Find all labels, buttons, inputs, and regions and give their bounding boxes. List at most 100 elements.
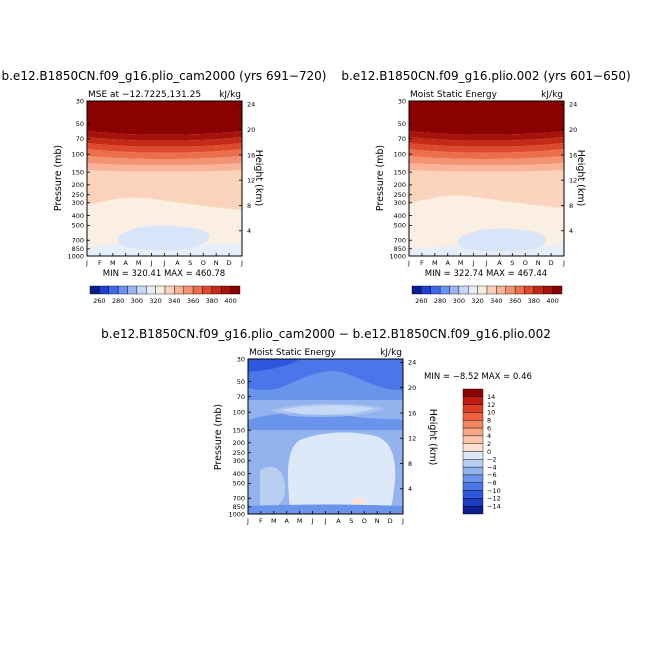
y-tick-label: 50 [76, 120, 84, 128]
colorbar-swatch [99, 285, 109, 295]
x-tick-label: F [259, 517, 263, 525]
panel1-band-380 [87, 143, 242, 153]
colorbar-label: 260 [93, 297, 105, 305]
x-tick-label: J [240, 259, 243, 267]
colorbar-label: −12 [487, 495, 501, 503]
colorbar-label: −10 [487, 487, 501, 495]
colorbar-label: −14 [487, 502, 501, 510]
height-tick-label: 24 [408, 359, 416, 367]
panel3-band-lower-minus2 [288, 432, 396, 514]
x-tick-label: A [124, 259, 129, 267]
y-tick-label: 70 [237, 393, 245, 401]
colorbar-label: 2 [487, 440, 491, 448]
panel3-band-upper-minus10 [248, 359, 300, 372]
height-tick-label: 12 [408, 435, 416, 443]
colorbar-label: 380 [206, 297, 218, 305]
x-tick-label: J [562, 259, 565, 267]
y-tick-label: 300 [394, 199, 406, 207]
y-tick-label: 500 [72, 222, 84, 230]
y-tick-label: 500 [394, 222, 406, 230]
y-tick-label: 1000 [389, 252, 406, 260]
colorbar-swatch [174, 285, 184, 295]
colorbar-label: 10 [487, 409, 495, 417]
y-tick-label: 850 [233, 503, 245, 511]
height-tick-label: 8 [569, 202, 573, 210]
panel3-band-upper-minus6 [248, 371, 403, 400]
x-tick-label: J [472, 259, 475, 267]
panel1-band-370 [87, 149, 242, 159]
colorbar-swatch [552, 285, 563, 295]
y-tick-label: 300 [233, 457, 245, 465]
x-tick-label: F [98, 259, 102, 267]
x-tick-label: N [375, 517, 380, 525]
colorbar-swatch [462, 482, 484, 491]
panel2-main-title: b.e12.B1850CN.f09_g16.plio.002 (yrs 601−… [341, 69, 630, 83]
colorbar-swatch [462, 466, 484, 476]
colorbar-swatch [477, 285, 488, 295]
y-tick-label: 200 [394, 181, 406, 189]
panel-difference: b.e12.B1850CN.f09_g16.plio_cam2000 − b.e… [101, 327, 551, 525]
colorbar-swatch [462, 474, 484, 483]
panel3-left-string: Moist Static Energy [249, 348, 337, 358]
height-tick-label: 8 [247, 202, 251, 210]
panel1-field [87, 101, 242, 256]
colorbar-label: 14 [487, 393, 495, 401]
height-tick-label: 20 [247, 126, 255, 134]
colorbar-swatch [462, 427, 484, 437]
colorbar-swatch [462, 459, 484, 468]
x-tick-label: J [246, 517, 249, 525]
colorbar-label: 8 [487, 417, 491, 425]
y-tick-label: 1000 [228, 510, 245, 518]
y-tick-label: 50 [237, 378, 245, 386]
colorbar-swatch [505, 285, 516, 295]
x-tick-label: J [311, 517, 314, 525]
y-tick-label: 400 [233, 470, 245, 478]
colorbar-swatch [486, 285, 497, 295]
colorbar-swatch [230, 285, 241, 295]
y-tick-label: 250 [394, 191, 406, 199]
x-tick-label: S [349, 517, 353, 525]
y-tick-label: 100 [233, 409, 245, 417]
y-tick-label: 700 [233, 495, 245, 503]
y-tick-label: 70 [398, 135, 406, 143]
colorbar-label: 280 [434, 297, 446, 305]
panel2-field [409, 101, 564, 256]
panel2-band-350 [409, 163, 564, 172]
colorbar-swatch [183, 285, 194, 295]
panel2-band-400plus [409, 101, 564, 135]
colorbar-label: 12 [487, 401, 495, 409]
colorbar-label: 320 [149, 297, 161, 305]
panel-plio-cam2000: b.e12.B1850CN.f09_g16.plio_cam2000 (yrs … [2, 69, 327, 279]
colorbar-swatch [462, 404, 484, 413]
panel3-band-mid-minus4 [270, 403, 385, 418]
height-tick-label: 4 [408, 485, 412, 493]
panel3-band-mid-minus6 [248, 412, 403, 430]
colorbar-swatch [458, 285, 469, 295]
colorbar-swatch [462, 451, 484, 460]
x-tick-label: A [497, 259, 502, 267]
x-tick-label: O [362, 517, 367, 525]
colorbar-label: 360 [187, 297, 199, 305]
colorbar-swatch [192, 285, 203, 295]
y-tick-label: 850 [72, 245, 84, 253]
height-tick-label: 24 [247, 101, 255, 109]
colorbar-swatch [164, 285, 175, 295]
panel3-band-upper-minus8 [248, 359, 403, 391]
colorbar-label: 300 [131, 297, 143, 305]
height-tick-label: 4 [247, 227, 251, 235]
y-tick-label: 100 [72, 151, 84, 159]
colorbar-label: 260 [415, 297, 427, 305]
colorbar-swatch [462, 443, 484, 452]
colorbar-label: 360 [509, 297, 521, 305]
y-tick-label: 70 [76, 135, 84, 143]
x-tick-label: J [150, 259, 153, 267]
x-tick-label: M [458, 259, 464, 267]
x-tick-label: F [420, 259, 424, 267]
x-tick-label: M [271, 517, 277, 525]
height-tick-label: 12 [247, 177, 255, 185]
panel1-band-400plus [87, 101, 242, 135]
colorbar-swatch [117, 285, 128, 295]
y-tick-label: 400 [394, 212, 406, 220]
